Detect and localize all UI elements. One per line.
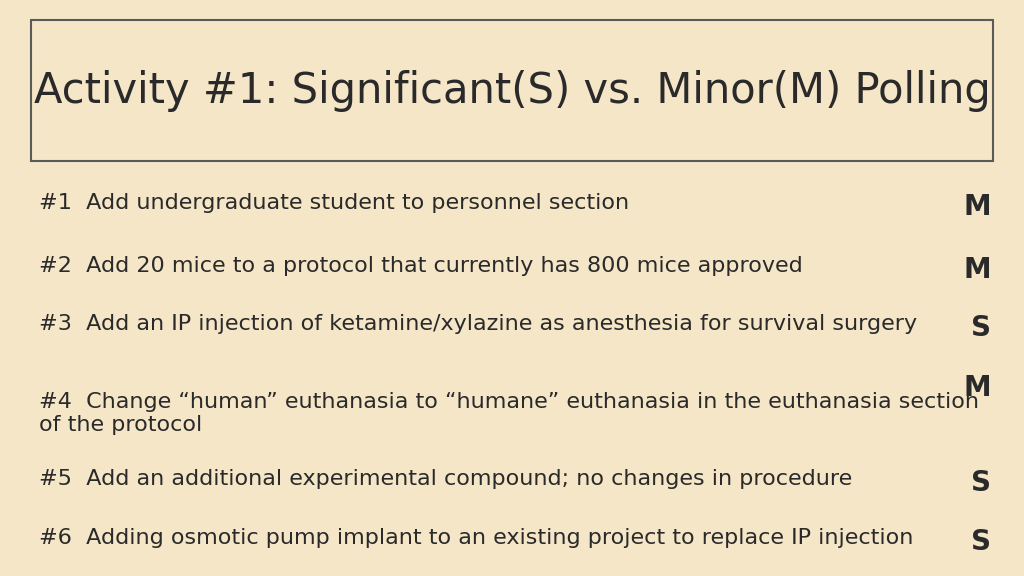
Text: S: S	[971, 528, 991, 556]
Text: #3  Add an IP injection of ketamine/xylazine as anesthesia for survival surgery: #3 Add an IP injection of ketamine/xylaz…	[39, 314, 918, 334]
Bar	[31, 20, 993, 161]
Text: M: M	[964, 193, 991, 221]
Text: M: M	[964, 256, 991, 285]
Text: S: S	[971, 469, 991, 498]
Text: Activity #1: Significant(S) vs. Minor(M) Polling: Activity #1: Significant(S) vs. Minor(M)…	[34, 70, 990, 112]
Text: #2  Add 20 mice to a protocol that currently has 800 mice approved: #2 Add 20 mice to a protocol that curren…	[39, 256, 803, 276]
Text: M: M	[964, 374, 991, 403]
Text: #4  Change “human” euthanasia to “humane” euthanasia in the euthanasia section
o: #4 Change “human” euthanasia to “humane”…	[39, 392, 979, 435]
Text: #1  Add undergraduate student to personnel section: #1 Add undergraduate student to personne…	[39, 193, 629, 213]
Text: #5  Add an additional experimental compound; no changes in procedure: #5 Add an additional experimental compou…	[39, 469, 852, 490]
Text: #6  Adding osmotic pump implant to an existing project to replace IP injection: #6 Adding osmotic pump implant to an exi…	[39, 528, 913, 548]
Text: S: S	[971, 314, 991, 342]
